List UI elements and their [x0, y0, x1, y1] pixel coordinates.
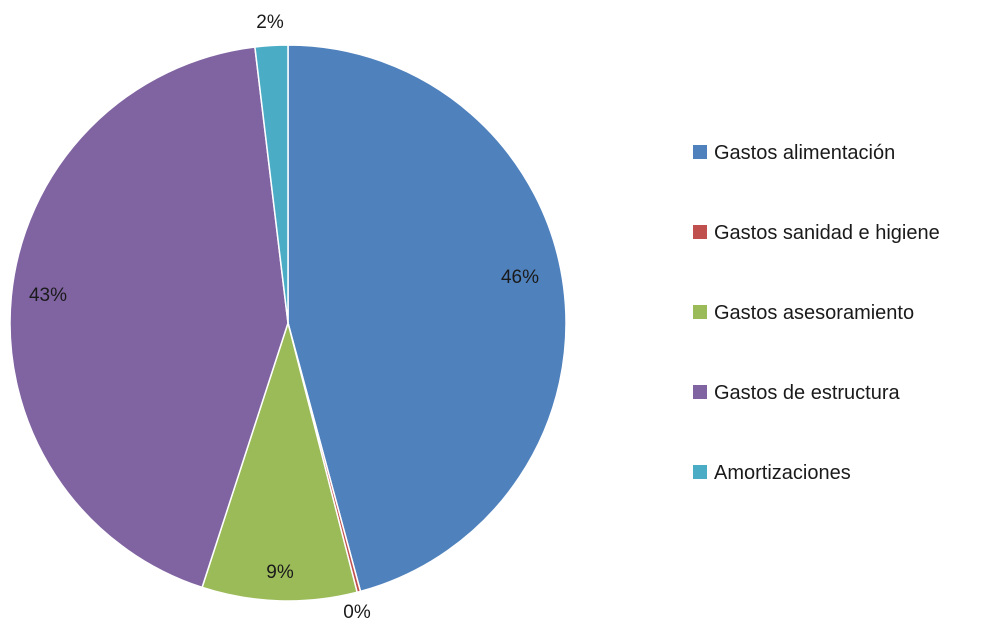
legend-swatch-4	[693, 385, 707, 399]
legend-label-5: Amortizaciones	[714, 462, 851, 484]
data-label-2: 0%	[343, 602, 371, 623]
legend-label-3: Gastos asesoramiento	[714, 302, 914, 324]
legend-item-3: Gastos asesoramiento	[693, 302, 914, 324]
data-label-1: 46%	[501, 267, 539, 288]
pie-slice-4	[9, 46, 289, 589]
legend-swatch-1	[693, 145, 707, 159]
legend-item-5: Amortizaciones	[693, 462, 851, 484]
pie-slice-5	[254, 44, 289, 324]
legend-swatch-2	[693, 225, 707, 239]
data-label-5: 2%	[256, 12, 284, 33]
data-label-3: 9%	[266, 562, 294, 583]
legend-label-4: Gastos de estructura	[714, 382, 901, 404]
legend-swatch-3	[693, 305, 707, 319]
data-label-4: 43%	[29, 285, 67, 306]
legend-label-1: Gastos alimentación	[714, 142, 895, 164]
legend: Gastos alimentación Gastos sanidad e higi…	[693, 142, 940, 484]
legend-label-2: Gastos sanidad e higiene	[714, 222, 940, 244]
legend-item-2: Gastos sanidad e higiene	[693, 222, 940, 244]
pie-slice-3	[201, 320, 359, 602]
legend-swatch-5	[693, 465, 707, 479]
pie-data-labels: 46% 0% 9% 43% 2%	[29, 12, 539, 623]
legend-item-4: Gastos de estructura	[693, 382, 901, 404]
pie-slices	[9, 44, 567, 602]
pie-slice-1	[287, 44, 567, 593]
legend-item-1: Gastos alimentación	[693, 142, 895, 164]
